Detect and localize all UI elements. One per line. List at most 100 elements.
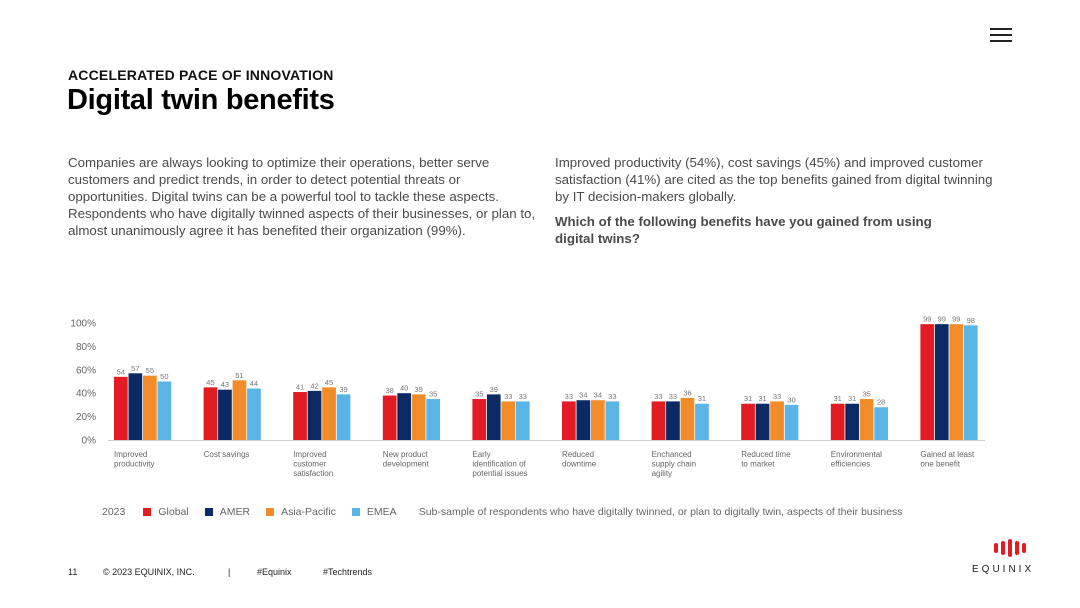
category-label: agility: [652, 469, 672, 478]
logo-wordmark: EQUINIX: [972, 564, 1035, 575]
data-label: 31: [833, 394, 841, 403]
data-label: 39: [414, 385, 422, 394]
y-tick-label: 100%: [70, 319, 96, 330]
data-label: 38: [385, 386, 393, 395]
logo-bar: [1015, 541, 1019, 555]
category-label: Early: [472, 450, 490, 459]
bar-asia-pacific: [859, 399, 874, 440]
logo-bar: [1001, 541, 1005, 555]
bar-global: [920, 324, 935, 440]
data-label: 33: [608, 392, 616, 401]
data-label: 31: [698, 394, 706, 403]
data-label: 33: [504, 392, 512, 401]
bar-asia-pacific: [501, 401, 516, 440]
data-label: 98: [967, 316, 975, 325]
data-label: 50: [160, 372, 168, 381]
data-label: 35: [862, 390, 870, 399]
copyright: © 2023 EQUINIX, INC.: [103, 567, 195, 577]
bar-asia-pacific: [232, 380, 247, 440]
y-tick-label: 0%: [82, 436, 97, 447]
data-label: 39: [490, 385, 498, 394]
bar-amer: [218, 389, 232, 440]
y-tick-label: 20%: [76, 412, 96, 423]
category-label: Enchanced: [652, 450, 692, 459]
bar-amer: [486, 394, 501, 440]
category-label: Cost savings: [204, 450, 250, 459]
legend-label-emea: EMEA: [366, 506, 397, 518]
bar-global: [741, 403, 755, 440]
hashtag-equinix[interactable]: #Equinix: [257, 567, 292, 577]
category-label: productivity: [114, 460, 154, 469]
bar-amer: [128, 373, 143, 440]
category-label: Reduced: [562, 450, 594, 459]
category-label: Improved: [114, 450, 147, 459]
category-label: New product: [383, 450, 429, 459]
legend-swatch-amer: [204, 508, 213, 516]
data-label: 30: [787, 395, 795, 404]
legend-label-amer: AMER: [219, 506, 251, 518]
data-label: 55: [146, 366, 154, 375]
bar-global: [830, 403, 845, 440]
bar-amer: [576, 400, 591, 440]
summary-paragraph: Improved productivity (54%), cost saving…: [555, 155, 993, 204]
chart-legend: 2023 Global AMER Asia-Pacific EMEA Sub-s…: [102, 506, 903, 518]
bar-emea: [247, 388, 261, 440]
bar-global: [382, 395, 397, 440]
bar-asia-pacific: [949, 324, 964, 440]
data-label: 99: [923, 315, 931, 324]
data-label: 44: [250, 379, 258, 388]
y-tick-label: 80%: [76, 342, 96, 353]
data-label: 33: [669, 392, 677, 401]
bar-asia-pacific: [322, 387, 336, 440]
data-label: 99: [952, 315, 960, 324]
bar-amer: [934, 324, 949, 440]
footer-separator: |: [228, 567, 231, 577]
bar-asia-pacific: [143, 375, 157, 440]
bar-emea: [874, 407, 888, 440]
page-title: Digital twin benefits: [67, 84, 335, 116]
section-eyebrow: ACCELERATED PACE OF INNOVATION: [68, 67, 334, 83]
data-label: 31: [758, 394, 766, 403]
data-label: 33: [519, 392, 527, 401]
category-label: potential issues: [472, 469, 527, 478]
data-label: 57: [131, 364, 139, 373]
data-label: 40: [400, 384, 408, 393]
category-label: Environmental: [831, 450, 882, 459]
category-label: to market: [741, 460, 775, 469]
data-label: 51: [235, 371, 243, 380]
bar-emea: [515, 401, 530, 440]
bar-asia-pacific: [680, 397, 695, 440]
data-label: 43: [221, 380, 229, 389]
legend-year: 2023: [102, 506, 126, 518]
bar-global: [562, 401, 576, 440]
category-label: Gained at least: [920, 450, 975, 459]
data-label: 34: [579, 391, 587, 400]
bar-asia-pacific: [591, 400, 605, 440]
logo-bar: [1022, 543, 1026, 553]
legend-swatch-emea: [351, 508, 360, 516]
data-label: 33: [773, 392, 781, 401]
y-tick-label: 60%: [76, 365, 96, 376]
legend-item-global: Global: [143, 506, 189, 518]
legend-label-asia-pacific: Asia-Pacific: [281, 506, 336, 518]
legend-item-asia-pacific: Asia-Pacific: [266, 506, 336, 518]
hamburger-menu-icon[interactable]: [990, 28, 1012, 42]
equinix-logo: EQUINIX: [972, 538, 1052, 575]
category-label: development: [383, 460, 430, 469]
hashtag-techtrends[interactable]: #Techtrends: [323, 567, 373, 577]
y-tick-label: 40%: [76, 389, 96, 400]
data-label: 42: [310, 381, 318, 390]
bar-amer: [845, 403, 859, 440]
bar-global: [114, 376, 128, 440]
data-label: 99: [938, 315, 946, 324]
bar-asia-pacific: [770, 401, 784, 440]
category-label: one benefit: [920, 460, 960, 469]
bar-emea: [605, 401, 620, 440]
category-label: Reduced time: [741, 450, 791, 459]
data-label: 39: [339, 385, 347, 394]
bar-amer: [397, 393, 411, 440]
data-label: 34: [594, 391, 602, 400]
bar-global: [651, 401, 666, 440]
bar-emea: [426, 399, 440, 440]
data-label: 35: [429, 390, 437, 399]
